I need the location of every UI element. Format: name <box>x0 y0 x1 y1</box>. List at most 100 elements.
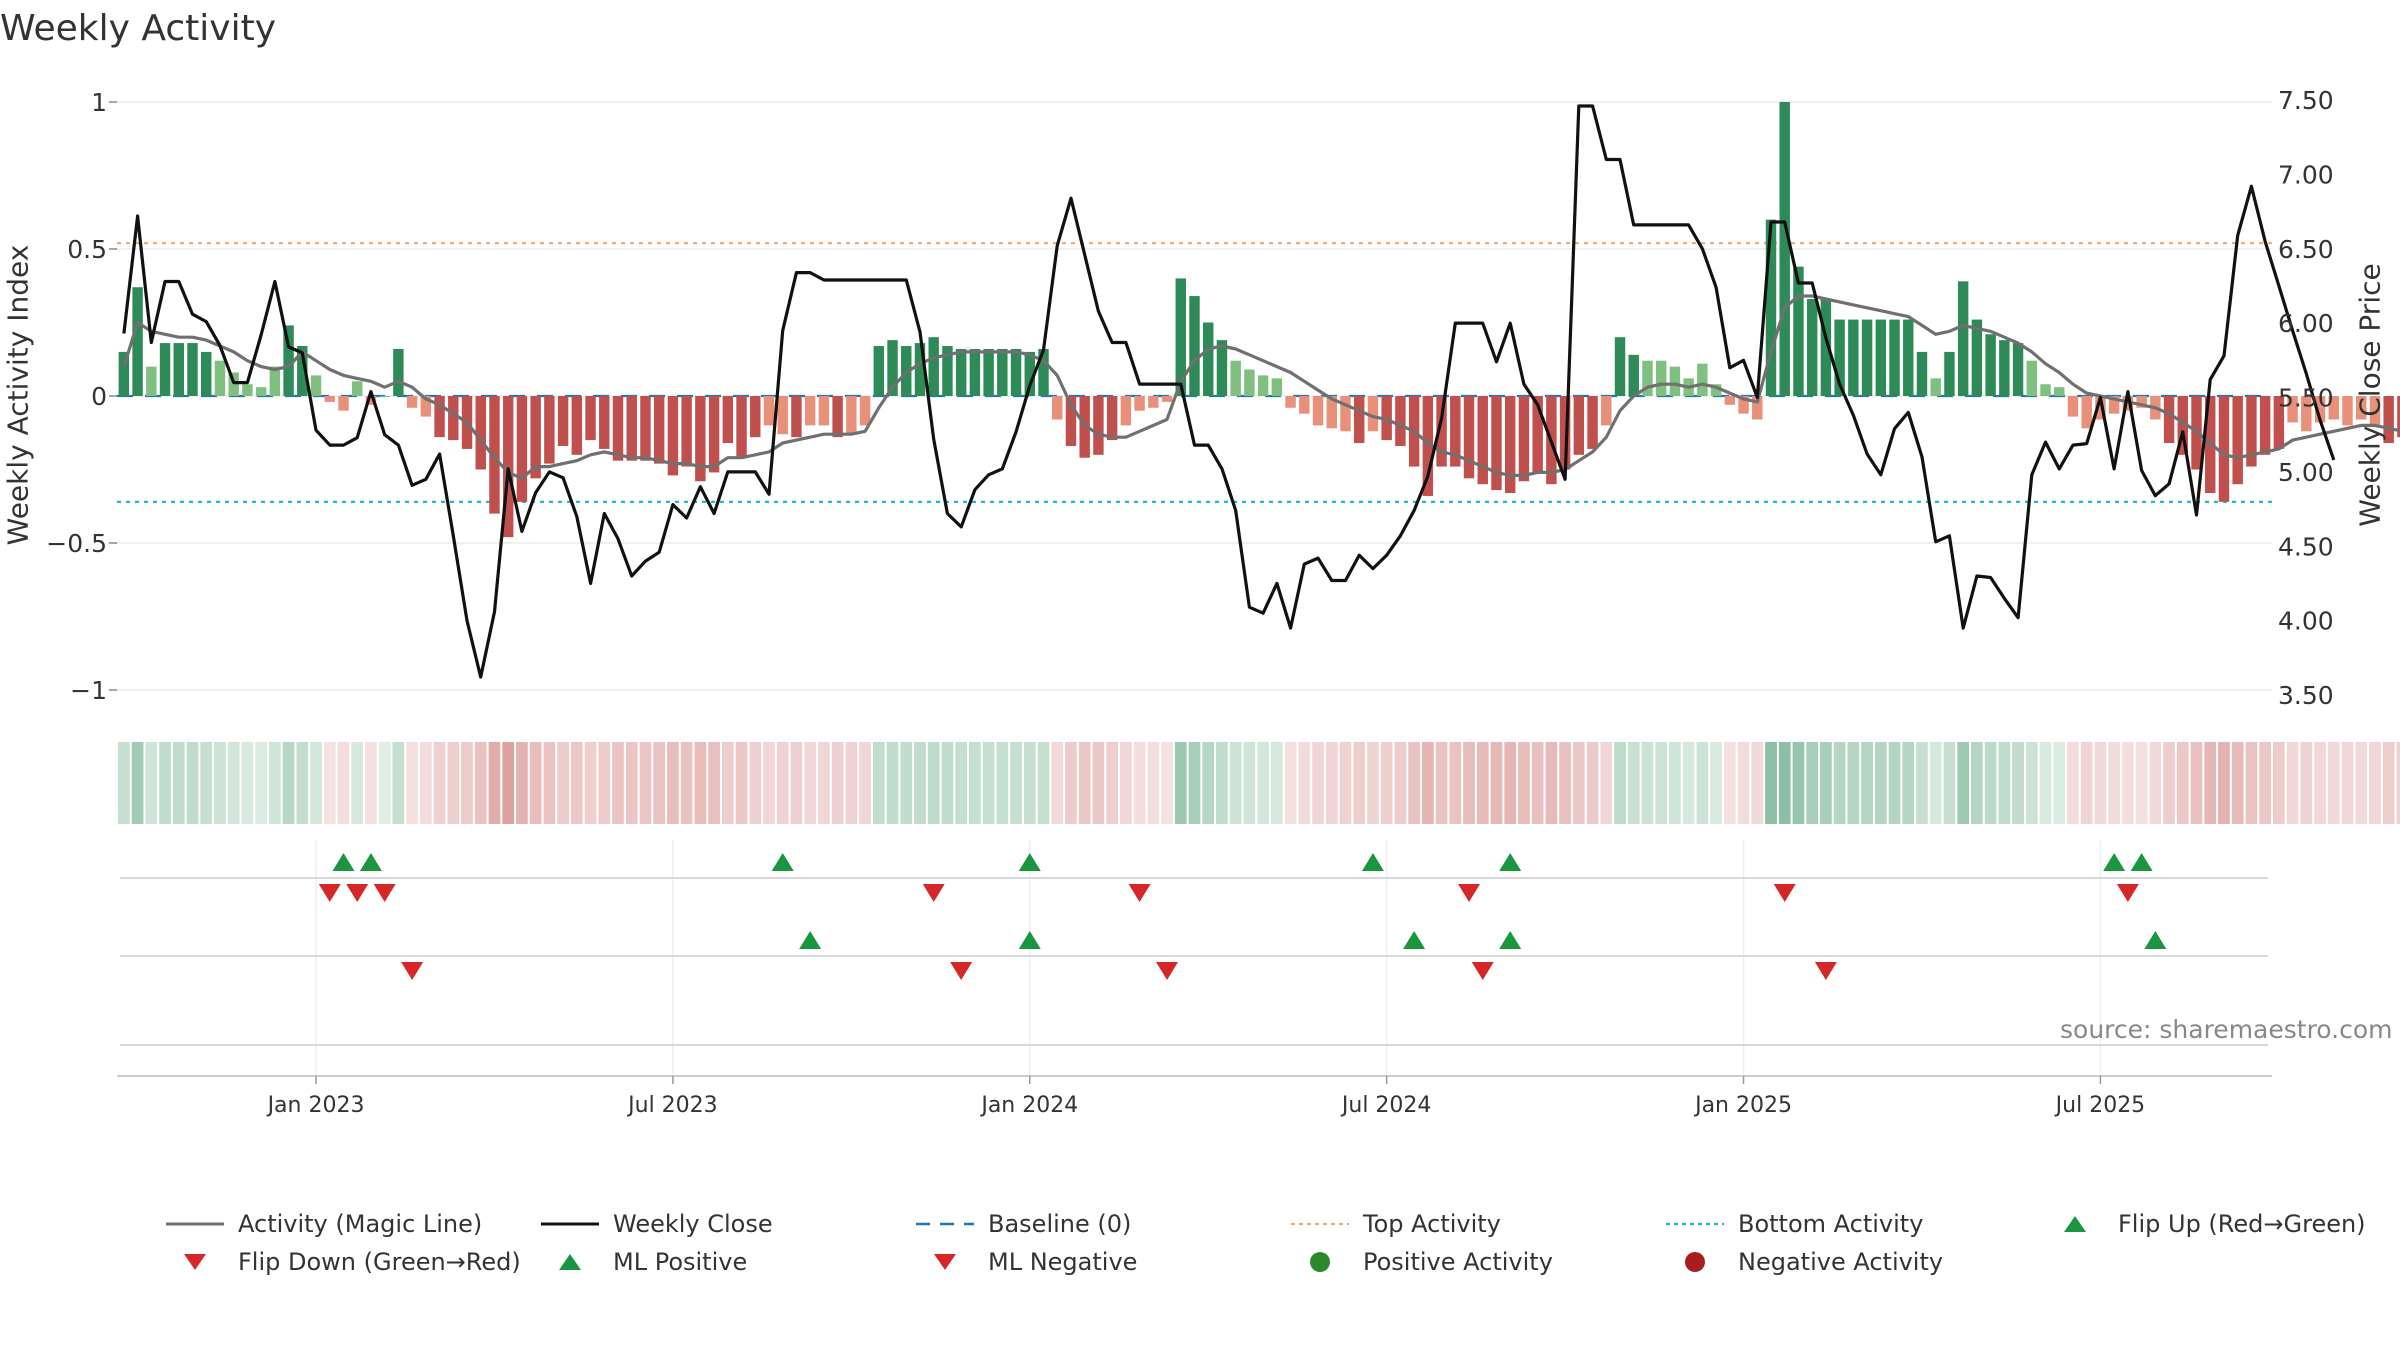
flip-up-marker <box>2144 931 2167 949</box>
activity-strip-cell <box>118 742 130 824</box>
activity-strip-cell <box>392 742 405 824</box>
activity-strip-cell <box>900 742 913 824</box>
activity-strip-cell <box>1847 742 1860 824</box>
activity-strip-cell <box>2094 742 2107 824</box>
legend-symbol-icon <box>166 1222 224 1226</box>
activity-bar <box>1216 340 1228 396</box>
activity-bar <box>283 325 294 396</box>
activity-bar <box>1532 396 1543 473</box>
activity-bar <box>1903 319 1914 396</box>
activity-bar <box>1724 396 1736 405</box>
legend-label: Flip Down (Green→Red) <box>238 1248 521 1276</box>
activity-strip-cell <box>2190 742 2203 824</box>
activity-strip-cell <box>2080 742 2093 824</box>
legend: Activity (Magic Line) Weekly Close Baselin… <box>160 1206 2400 1296</box>
activity-strip-cell <box>1614 742 1626 824</box>
activity-strip-cell <box>1380 742 1393 824</box>
activity-bar <box>2081 396 2092 429</box>
activity-strip-cell <box>1147 742 1160 824</box>
activity-strip-cell <box>653 742 666 824</box>
activity-strip-cell <box>845 742 858 824</box>
activity-bar <box>2108 396 2120 414</box>
activity-strip-cell <box>1559 742 1571 824</box>
y2-tick-label: 6.00 <box>2278 309 2334 338</box>
x-tick-label: Jan 2024 <box>979 1093 1078 1118</box>
activity-bar <box>1491 396 1502 491</box>
activity-bar <box>1120 396 1132 426</box>
activity-strip-cell <box>1998 742 2011 824</box>
activity-strip-cell <box>227 742 240 824</box>
legend-item: ML Positive <box>539 1244 747 1280</box>
activity-strip-cell <box>433 742 446 824</box>
activity-bar <box>475 396 486 470</box>
legend-label: ML Negative <box>988 1248 1138 1276</box>
activity-bar <box>887 340 898 396</box>
activity-bar <box>2397 396 2400 438</box>
activity-bar <box>1601 396 1612 426</box>
activity-bar <box>1353 396 1365 444</box>
activity-bar <box>736 396 747 458</box>
activity-bar <box>1244 369 1255 396</box>
activity-bar <box>297 346 308 396</box>
activity-strip-cell <box>1298 742 1311 824</box>
activity-bar <box>379 396 390 397</box>
legend-label: Baseline (0) <box>988 1210 1132 1238</box>
activity-strip-cell <box>1367 742 1379 824</box>
activity-strip-cell <box>1037 742 1050 824</box>
activity-bar <box>1806 298 1818 396</box>
activity-strip-cell <box>241 742 254 824</box>
activity-strip-cell <box>996 742 1009 824</box>
activity-strip-cell <box>1737 742 1750 824</box>
legend-symbol-icon <box>541 1222 599 1226</box>
legend-label: Negative Activity <box>1738 1248 1944 1276</box>
activity-strip-cell <box>2300 742 2313 824</box>
activity-bar <box>914 343 926 396</box>
activity-bar <box>599 396 610 449</box>
activity-strip-cell <box>1504 742 1517 824</box>
activity-strip-cell <box>461 742 473 824</box>
gridlines <box>117 101 2272 1075</box>
activity-strip-cell <box>2314 742 2326 824</box>
activity-strip-cell <box>172 742 185 824</box>
activity-bar <box>1930 378 1941 396</box>
activity-bar <box>1861 319 1873 396</box>
activity-strip-cell <box>1490 742 1503 824</box>
activity-strip-cell <box>1765 742 1777 824</box>
activity-bar <box>2287 396 2298 423</box>
activity-bar <box>667 396 679 476</box>
legend-item: Negative Activity <box>1664 1244 1943 1280</box>
activity-bar <box>2095 396 2106 420</box>
legend-label: Flip Up (Red→Green) <box>2118 1210 2366 1238</box>
flip-down-marker <box>318 884 341 902</box>
activity-bar <box>228 372 239 396</box>
activity-bar <box>1257 375 1269 396</box>
activity-strip-cell <box>776 742 789 824</box>
legend-item: Baseline (0) <box>914 1206 1131 1242</box>
activity-bar <box>1065 396 1077 446</box>
activity-strip-cell <box>1545 742 1558 824</box>
activity-strip-cell <box>2025 742 2038 824</box>
activity-bar <box>1916 351 1928 396</box>
activity-bar <box>626 396 637 461</box>
activity-bar <box>653 396 665 464</box>
flip-up-marker <box>1403 931 1426 949</box>
flip-down-marker <box>346 884 369 902</box>
y-tick-label: −0.5 <box>46 529 107 558</box>
flip-down-marker <box>2116 884 2139 902</box>
activity-strip-cell <box>1971 742 1983 824</box>
legend-symbol-mark <box>2064 1216 2086 1232</box>
flip-down-marker <box>1773 884 1796 902</box>
activity-bar <box>448 396 459 441</box>
activity-bar <box>1642 360 1653 396</box>
flip-markers <box>117 853 2272 1077</box>
activity-strip-cell <box>804 742 817 824</box>
flip-down-marker <box>401 962 424 980</box>
activity-bar <box>2383 396 2394 444</box>
legend-item: Bottom Activity <box>1664 1206 1923 1242</box>
activity-strip-cell <box>1325 742 1338 824</box>
y-axis-ticks: 1 0.5 0 −0.5 −1 <box>46 88 117 705</box>
activity-strip-cell <box>694 742 707 824</box>
activity-strip-cell <box>927 742 940 824</box>
legend-label: Top Activity <box>1363 1210 1501 1238</box>
legend-label: Bottom Activity <box>1738 1210 1924 1238</box>
